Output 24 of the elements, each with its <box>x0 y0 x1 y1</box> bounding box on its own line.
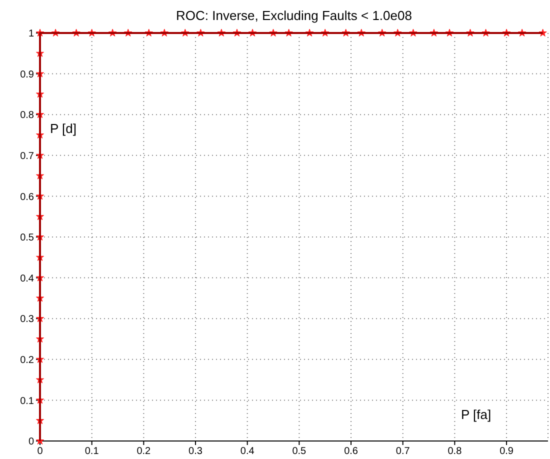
chart-title: ROC: Inverse, Excluding Faults < 1.0e08 <box>175 8 413 23</box>
x-tick-label: 0.1 <box>84 446 100 458</box>
y-tick-label: 0.4 <box>20 273 34 284</box>
y-tick-label: 0.8 <box>20 110 34 122</box>
x-tick-label: 0.8 <box>448 446 462 458</box>
y-tick-label: 0.2 <box>20 354 34 366</box>
y-tick-label: 0.9 <box>20 69 34 80</box>
y-tick-label: 0.3 <box>20 314 34 326</box>
x-tick-label: 0.2 <box>136 446 152 458</box>
x-tick-label: 0.9 <box>500 446 514 458</box>
y-tick-label: 0.1 <box>20 396 34 407</box>
x-tick-label: 0.7 <box>396 446 410 458</box>
y-tick-label: 0 <box>28 436 34 448</box>
y-axis-title: P [d] <box>50 121 77 136</box>
x-axis-title: P [fa] <box>461 407 492 422</box>
y-tick-label: 1 <box>28 28 34 40</box>
x-tick-label: 0.6 <box>344 446 358 458</box>
x-tick-label: 0.5 <box>292 446 307 458</box>
y-tick-label: 0.6 <box>20 192 34 203</box>
x-tick-label: 0 <box>37 446 44 458</box>
x-tick-label: 0.3 <box>188 446 203 458</box>
y-tick-label: 0.7 <box>20 150 34 162</box>
y-tick-label: 0.5 <box>20 232 34 244</box>
x-tick-label: 0.4 <box>240 446 255 458</box>
